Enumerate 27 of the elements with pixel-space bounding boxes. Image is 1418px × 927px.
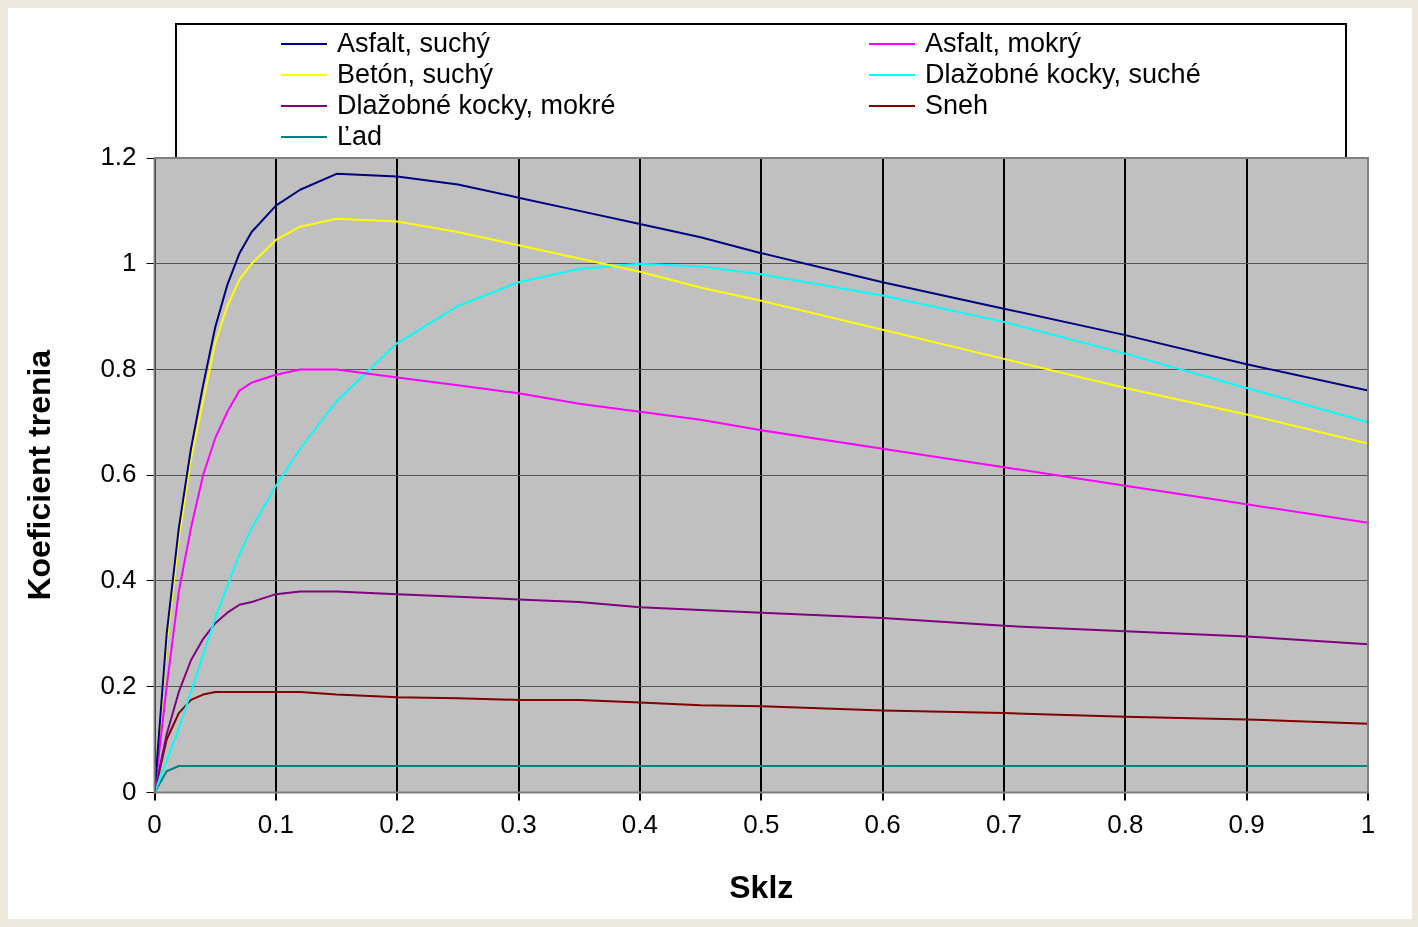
legend-label: Dlažobné kocky, mokré [337, 90, 616, 121]
x-tick-label: 0 [147, 809, 162, 840]
x-tick-label: 0.7 [985, 809, 1023, 840]
y-tick-label: 1 [122, 246, 137, 277]
legend-label: Ľad [337, 121, 383, 152]
x-tick-label: 0.6 [864, 809, 901, 840]
y-tick-label: 0.4 [100, 564, 137, 595]
y-tick-label: 0.6 [100, 458, 137, 489]
legend-label: Dlažobné kocky, suché [925, 59, 1201, 90]
x-tick-label: 0.4 [621, 809, 658, 840]
y-tick-label: 1.2 [100, 141, 137, 172]
legend-label: Sneh [925, 90, 989, 121]
x-tick-label: 1 [1360, 809, 1376, 840]
x-tick-label: 0.5 [743, 809, 780, 840]
x-axis-title: Sklz [729, 868, 794, 905]
x-tick-label: 0.2 [379, 809, 416, 840]
y-axis-title: Koeficient trenia [21, 349, 58, 601]
x-tick-label: 0.1 [257, 809, 294, 840]
legend-label: Betón, suchý [337, 59, 494, 90]
y-tick-label: 0 [122, 775, 137, 806]
y-tick-label: 0.2 [100, 669, 137, 700]
legend-label: Asfalt, mokrý [925, 28, 1082, 59]
x-tick-label: 0.3 [500, 809, 537, 840]
x-tick-label: 0.8 [1107, 809, 1144, 840]
x-tick-label: 0.9 [1228, 809, 1265, 840]
legend-label: Asfalt, suchý [337, 28, 491, 59]
y-tick-label: 0.8 [100, 352, 137, 383]
